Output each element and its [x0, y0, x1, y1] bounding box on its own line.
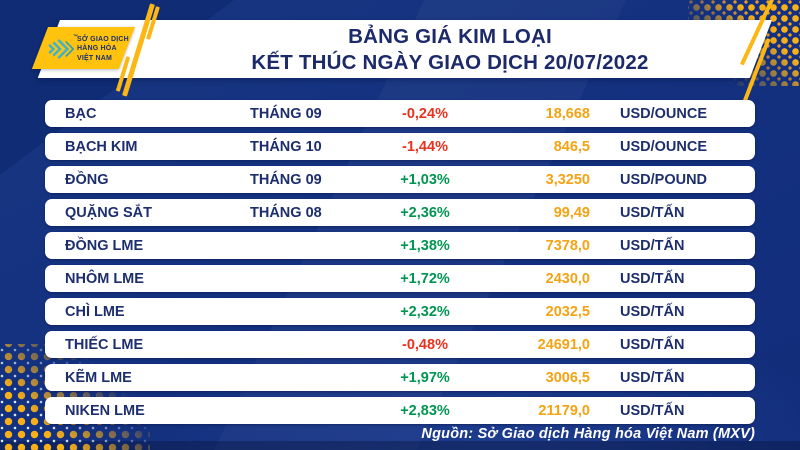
commodity-name: NHÔM LME: [65, 270, 144, 287]
trademark-symbol: ™: [73, 34, 78, 40]
logo-text-line3: VIỆT NAM: [77, 54, 113, 62]
price-table: BẠC THÁNG 09 -0,24% 18,668 USD/OUNCE BẠC…: [45, 100, 755, 430]
change-percent: +1,03%: [400, 171, 450, 188]
commodity-name: ĐỒNG: [65, 171, 109, 188]
table-row: NHÔM LME +1,72% 2430,0 USD/TẤN: [45, 265, 755, 292]
table-row: KẼM LME +1,97% 3006,5 USD/TẤN: [45, 364, 755, 391]
change-percent: -0,48%: [402, 336, 448, 353]
commodity-name: NIKEN LME: [65, 402, 145, 419]
price-value: 7378,0: [545, 237, 590, 254]
contract-month: THÁNG 08: [250, 204, 322, 221]
change-percent: +1,38%: [400, 237, 450, 254]
commodity-name: BẠC: [65, 105, 97, 122]
price-unit: USD/TẤN: [620, 369, 685, 386]
logo-text-line2: HÀNG HÓA: [77, 45, 117, 53]
price-unit: USD/POUND: [620, 171, 708, 188]
contract-month: THÁNG 10: [250, 138, 322, 155]
change-percent: +1,97%: [400, 369, 450, 386]
price-value: 2032,5: [545, 303, 590, 320]
board-title: BẢNG GIÁ KIM LOẠI KẾT THÚC NGÀY GIAO DỊC…: [150, 24, 750, 76]
price-value: 21179,0: [538, 402, 590, 419]
table-row: NIKEN LME +2,83% 21179,0 USD/TẤN: [45, 397, 755, 424]
table-row: ĐỒNG LME +1,38% 7378,0 USD/TẤN: [45, 232, 755, 259]
commodity-name: KẼM LME: [65, 369, 132, 386]
change-percent: +2,36%: [400, 204, 450, 221]
contract-month: THÁNG 09: [250, 105, 322, 122]
change-percent: +1,72%: [400, 270, 450, 287]
contract-month: THÁNG 09: [250, 171, 322, 188]
price-unit: USD/OUNCE: [620, 138, 708, 155]
price-value: 846,5: [553, 138, 590, 155]
price-unit: USD/TẤN: [620, 204, 685, 221]
background-bottom-strip: [0, 441, 800, 450]
price-value: 3,3250: [545, 171, 590, 188]
table-row: THIẾC LME -0,48% 24691,0 USD/TẤN: [45, 331, 755, 358]
table-row: QUẶNG SẮT THÁNG 08 +2,36% 99,49 USD/TẤN: [45, 199, 755, 226]
price-unit: USD/OUNCE: [620, 105, 708, 122]
change-percent: -1,44%: [402, 138, 448, 155]
price-value: 2430,0: [545, 270, 590, 287]
mxv-logo: ™ SỞ GIAO DỊCH HÀNG HÓA VIỆT NAM: [46, 30, 138, 68]
commodity-name: THIẾC LME: [65, 336, 144, 353]
change-percent: +2,32%: [400, 303, 450, 320]
mxv-logo-text: SỞ GIAO DỊCH HÀNG HÓA VIỆT NAM: [77, 35, 129, 62]
commodity-name: QUẶNG SẮT: [65, 204, 152, 221]
table-row: BẠCH KIM THÁNG 10 -1,44% 846,5 USD/OUNCE: [45, 133, 755, 160]
price-value: 18,668: [545, 105, 590, 122]
price-unit: USD/TẤN: [620, 402, 685, 419]
change-percent: -0,24%: [402, 105, 448, 122]
commodity-name: ĐỒNG LME: [65, 237, 144, 254]
price-value: 99,49: [553, 204, 590, 221]
table-row: BẠC THÁNG 09 -0,24% 18,668 USD/OUNCE: [45, 100, 755, 127]
table-row: ĐỒNG THÁNG 09 +1,03% 3,3250 USD/POUND: [45, 166, 755, 193]
price-value: 24691,0: [537, 336, 590, 353]
logo-text-line1: SỞ GIAO DỊCH: [77, 36, 129, 44]
price-unit: USD/TẤN: [620, 270, 685, 287]
mxv-chevron-icon: ™: [46, 34, 78, 62]
price-unit: USD/TẤN: [620, 237, 685, 254]
board-title-line1: BẢNG GIÁ KIM LOẠI: [348, 25, 552, 48]
commodity-name: BẠCH KIM: [65, 138, 138, 155]
board-title-line2: KẾT THÚC NGÀY GIAO DỊCH 20/07/2022: [251, 51, 649, 74]
price-unit: USD/TẤN: [620, 303, 685, 320]
source-credit: Nguồn: Sở Giao dịch Hàng hóa Việt Nam (M…: [421, 426, 755, 442]
price-unit: USD/TẤN: [620, 336, 685, 353]
change-percent: +2,83%: [400, 402, 450, 419]
price-value: 3006,5: [545, 369, 590, 386]
table-row: CHÌ LME +2,32% 2032,5 USD/TẤN: [45, 298, 755, 325]
commodity-name: CHÌ LME: [65, 303, 125, 320]
